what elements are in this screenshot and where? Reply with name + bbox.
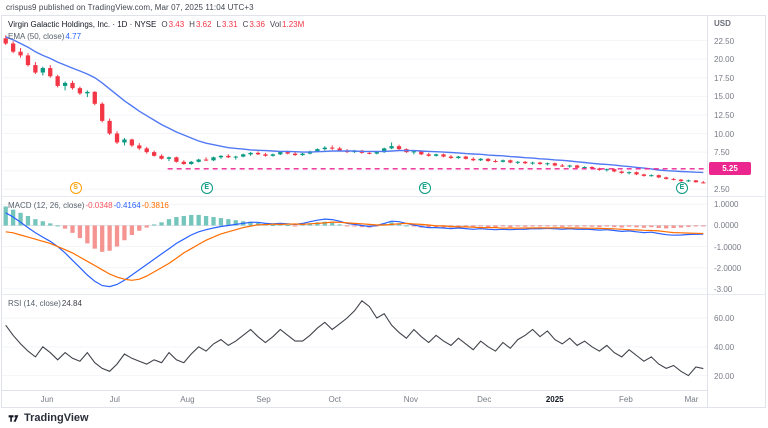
ema-label[interactable]: EMA (50, close) — [8, 32, 65, 41]
earnings-marker[interactable]: E — [675, 182, 688, 194]
price-axis[interactable]: USD 5.25 22.50 20.00 17.50 15.00 12.50 10.00 7… — [707, 16, 765, 407]
time-axis-tick: 2025 — [545, 395, 564, 404]
price-axis-tick: 22.50 — [714, 36, 735, 46]
ema-legend: EMA (50, close)4.77 — [8, 32, 81, 41]
macd-pane[interactable]: MACD (12, 26, close)-0.0348-0.4164-0.381… — [2, 197, 707, 294]
macd-axis-tick: 1.0000 — [714, 200, 739, 210]
low-label: L — [216, 20, 221, 29]
volume-value: 1.23M — [282, 20, 305, 29]
time-axis-tick: Feb — [619, 395, 633, 404]
price-axis-tick: 15.00 — [714, 92, 735, 102]
close-label: C — [242, 20, 249, 29]
price-candles-svg[interactable] — [2, 16, 707, 196]
time-axis[interactable]: Jun Jul Aug Sep Oct Nov Dec 2025 Feb Mar — [2, 390, 707, 408]
open-value: 3.43 — [168, 20, 185, 29]
macd-chart-svg[interactable] — [2, 197, 707, 294]
attribution-text: crispus9 published on TradingView.com, M… — [6, 3, 254, 12]
tradingview-footer[interactable]: TradingView — [7, 409, 89, 427]
price-legend: Virgin Galactic Holdings, Inc. · 1D · NY… — [8, 20, 304, 29]
time-axis-tick: Mar — [684, 395, 699, 404]
rsi-axis-tick: 60.00 — [714, 314, 735, 324]
low-value: 3.31 — [221, 20, 238, 29]
time-axis-tick: Sep — [256, 395, 271, 404]
rsi-chart-svg[interactable] — [2, 295, 707, 390]
tradingview-wordmark[interactable]: TradingView — [24, 412, 89, 424]
open-label: O — [161, 20, 168, 29]
pane-separator[interactable] — [2, 294, 765, 295]
rsi-value: 24.84 — [61, 299, 82, 308]
chart-area: Virgin Galactic Holdings, Inc. · 1D · NY… — [1, 15, 766, 408]
high-value: 3.62 — [195, 20, 212, 29]
rsi-axis-tick: 20.00 — [714, 371, 735, 381]
price-axis-tick: 2.50 — [714, 185, 730, 195]
price-axis-tick: 10.00 — [714, 129, 735, 139]
rsi-line — [5, 300, 704, 377]
high-label: H — [189, 20, 195, 29]
macd-axis-tick: -1.0000 — [714, 242, 742, 252]
macd-line — [5, 212, 704, 288]
close-value: 3.36 — [249, 20, 265, 29]
price-axis-tick: 12.50 — [714, 110, 735, 120]
time-axis-tick: Jul — [109, 395, 120, 404]
rsi-axis-tick: 40.00 — [714, 342, 735, 352]
rsi-pane[interactable]: RSI (14, close)24.84 — [2, 295, 707, 390]
macd-signal-value: -0.3816 — [141, 201, 169, 210]
macd-axis-tick: 0.0000 — [714, 221, 739, 231]
price-axis-tick: 17.50 — [714, 73, 735, 83]
currency-label: USD — [714, 19, 731, 28]
rsi-legend: RSI (14, close)24.84 — [8, 299, 82, 308]
price-pane[interactable]: Virgin Galactic Holdings, Inc. · 1D · NY… — [2, 16, 707, 196]
macd-axis-tick: -3.00 — [714, 284, 733, 294]
price-axis-tick: 7.50 — [714, 148, 730, 158]
price-axis-tick: 20.00 — [714, 55, 735, 65]
macd-axis-tick: -2.0000 — [714, 263, 742, 273]
earnings-marker[interactable]: E — [418, 182, 431, 194]
split-marker[interactable]: S — [69, 182, 82, 194]
ema-value: 4.77 — [65, 32, 82, 41]
price-line-label[interactable]: 5.25 — [709, 162, 751, 176]
rsi-label[interactable]: RSI (14, close) — [8, 299, 61, 308]
time-axis-tick: Aug — [180, 395, 195, 404]
tradingview-logo-icon[interactable] — [7, 412, 20, 425]
time-axis-tick: Dec — [477, 395, 492, 404]
time-axis-tick: Oct — [328, 395, 341, 404]
time-axis-tick: Jun — [40, 395, 54, 404]
time-axis-tick: Nov — [403, 395, 419, 404]
symbol-title[interactable]: Virgin Galactic Holdings, Inc. · 1D · NY… — [8, 20, 157, 29]
macd-signal-line — [5, 221, 704, 281]
pane-separator[interactable] — [2, 196, 765, 197]
macd-line-value: -0.4164 — [113, 201, 141, 210]
earnings-marker[interactable]: E — [200, 182, 213, 194]
ema-line — [5, 36, 704, 174]
macd-label[interactable]: MACD (12, 26, close) — [8, 201, 85, 210]
macd-hist-value: -0.0348 — [85, 201, 113, 210]
volume-label: Vol — [269, 20, 282, 29]
macd-legend: MACD (12, 26, close)-0.0348-0.4164-0.381… — [8, 201, 169, 210]
